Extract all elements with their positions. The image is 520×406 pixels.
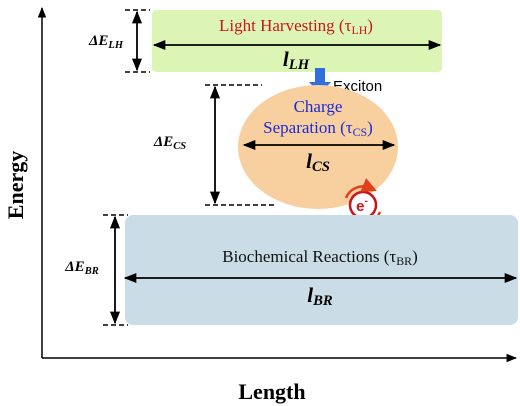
text-part: CS [353, 125, 368, 139]
text-part: l [306, 149, 312, 173]
text-part: CS [173, 141, 186, 152]
length-label: lCS [306, 149, 330, 176]
text-part: BR [396, 254, 412, 268]
text-part: e [356, 198, 364, 215]
text-part: CS [312, 159, 330, 175]
biochemical-reactions-label: Biochemical Reactions (τBR) [222, 247, 418, 268]
energy-label: ΔEBR [64, 259, 98, 277]
text-part: ΔE [88, 33, 108, 49]
length-label: lBR [307, 283, 333, 310]
text-part: ) [367, 118, 373, 137]
text-part: ΔE [64, 259, 84, 275]
text-part: LH [288, 57, 310, 73]
text-part: LH [107, 40, 123, 51]
text-part: Biochemical Reactions (τ [222, 247, 396, 266]
x-axis-label: Length [238, 379, 305, 404]
text-part: ) [367, 16, 373, 35]
text-part: Light Harvesting (τ [219, 16, 352, 35]
electron-label: e- [356, 196, 368, 215]
text-part: LH [351, 23, 367, 37]
energy-label: ΔELH [88, 33, 124, 51]
text-part: ΔE [153, 134, 173, 150]
length-label: lLH [283, 47, 310, 74]
text-part: BR [84, 266, 99, 277]
text-part: l [307, 283, 313, 307]
light-harvesting-label: Light Harvesting (τLH) [219, 16, 373, 37]
y-axis-label: Energy [3, 151, 28, 219]
text-part: ) [412, 247, 418, 266]
text-part: - [365, 196, 368, 207]
cycle-arrow [344, 178, 377, 199]
biochemical-reactions-box [125, 215, 518, 325]
text-part: BR [312, 293, 333, 309]
energy-label: ΔECS [153, 134, 186, 152]
charge-separation-label: Charge [294, 97, 343, 116]
charge-separation-label: Separation (τCS) [263, 118, 373, 139]
text-part: l [283, 47, 289, 71]
text-part: Separation (τ [263, 118, 353, 137]
